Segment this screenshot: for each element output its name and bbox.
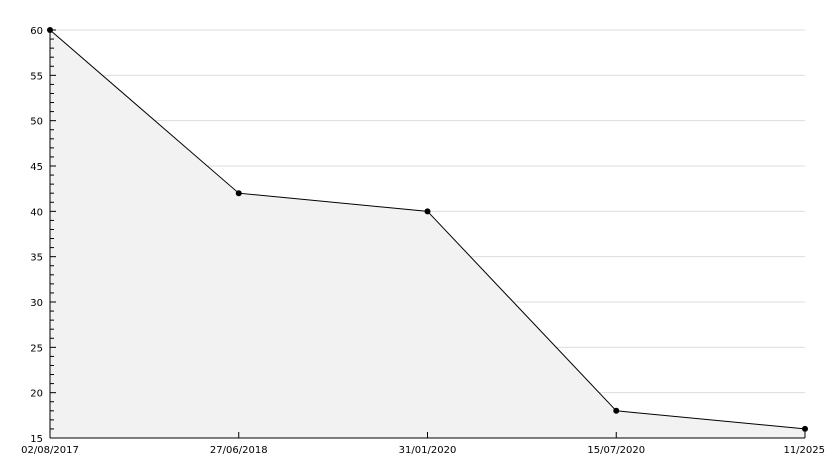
data-point	[424, 208, 431, 215]
y-tick-label: 50	[30, 117, 43, 128]
y-tick-label: 30	[30, 298, 43, 309]
data-point	[235, 190, 242, 197]
y-tick-label: 45	[30, 162, 43, 173]
x-tick-label: 27/06/2018	[210, 445, 268, 456]
y-tick-label: 60	[30, 26, 43, 37]
y-tick-label: 25	[30, 343, 43, 354]
x-tick-label: 31/01/2020	[399, 445, 457, 456]
x-tick-label: 11/2025	[783, 445, 825, 456]
y-tick-label: 35	[30, 253, 43, 264]
y-tick-label: 55	[30, 71, 43, 82]
y-tick-label: 20	[30, 389, 43, 400]
area-fill	[50, 30, 805, 438]
x-tick-label: 02/08/2017	[21, 445, 79, 456]
y-tick-label: 40	[30, 207, 43, 218]
x-tick-label: 15/07/2020	[587, 445, 645, 456]
data-point	[613, 407, 620, 414]
data-point	[802, 425, 808, 432]
y-tick-label: 15	[30, 434, 43, 445]
data-point	[47, 27, 53, 33]
